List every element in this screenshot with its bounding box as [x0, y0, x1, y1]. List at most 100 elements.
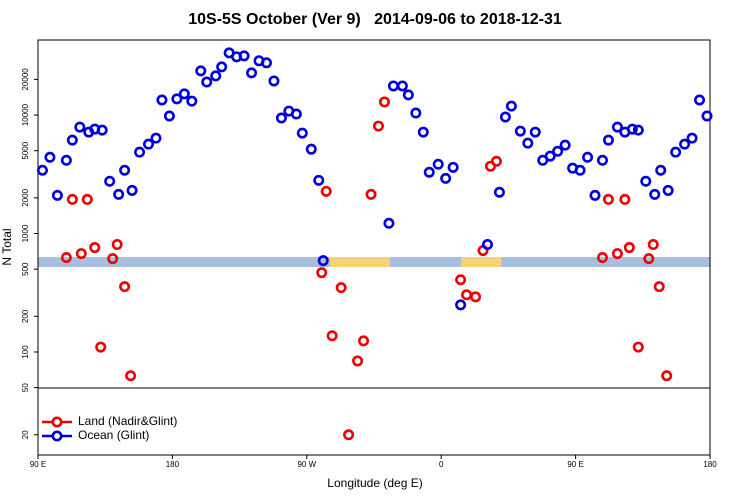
point [150, 132, 162, 144]
point [81, 193, 93, 205]
point [296, 127, 308, 139]
point [246, 67, 258, 79]
point [125, 370, 137, 382]
point [602, 193, 614, 205]
x-axis-label: Longitude (deg E) [327, 476, 422, 490]
point [626, 123, 638, 135]
point [490, 155, 502, 167]
point [186, 95, 198, 107]
y-tick-label: 500 [21, 262, 30, 276]
point [238, 50, 250, 62]
point [694, 94, 706, 106]
point [74, 121, 86, 133]
point [171, 93, 183, 105]
y-tick-label: 2000 [21, 188, 30, 206]
point [317, 255, 329, 267]
point [440, 172, 452, 184]
point [313, 174, 325, 186]
point [126, 184, 138, 196]
point [417, 126, 429, 138]
point [423, 166, 435, 178]
point [661, 370, 673, 382]
point [119, 164, 131, 176]
series [60, 96, 673, 441]
point [647, 239, 659, 251]
point [358, 335, 370, 347]
point [372, 120, 384, 132]
point [396, 80, 408, 92]
point [432, 158, 444, 170]
map-band [38, 257, 710, 267]
point [89, 242, 101, 254]
point [216, 61, 228, 73]
point [640, 175, 652, 187]
plot-frame [37, 39, 711, 456]
point [352, 355, 364, 367]
point [493, 186, 505, 198]
point [51, 189, 63, 201]
y-axis-label: N Total [0, 228, 14, 265]
point [104, 175, 116, 187]
y-tick-label: 20 [21, 430, 30, 439]
point [44, 151, 56, 163]
point [544, 150, 556, 162]
point [268, 75, 280, 87]
point [529, 126, 541, 138]
x-tick-label: 180 [703, 460, 717, 469]
point [410, 107, 422, 119]
point [60, 252, 72, 264]
point [326, 330, 338, 342]
legend-label: Ocean (Glint) [78, 428, 149, 442]
point [455, 274, 467, 286]
point [481, 239, 493, 251]
legend-marker [51, 416, 63, 428]
point [499, 111, 511, 123]
point [36, 164, 48, 176]
x-tick-label: 90 E [30, 460, 46, 469]
point [619, 193, 631, 205]
x-tick-label: 0 [439, 460, 444, 469]
y-tick-label: 5000 [21, 141, 30, 159]
point [653, 281, 665, 293]
point [335, 282, 347, 294]
point [107, 253, 119, 265]
point [378, 96, 390, 108]
chart-title: 10S-5S October (Ver 9) 2014-09-06 to 201… [188, 11, 562, 28]
point [596, 252, 608, 264]
point [514, 125, 526, 137]
point [195, 65, 207, 77]
point [60, 154, 72, 166]
point [455, 299, 467, 311]
x-tick-label: 180 [166, 460, 180, 469]
land-band [330, 257, 390, 267]
point [316, 267, 328, 279]
y-tick-label: 10000 [21, 103, 30, 126]
point [66, 193, 78, 205]
point [383, 217, 395, 229]
x-tick-label: 90 E [567, 460, 583, 469]
point [643, 253, 655, 265]
point [275, 112, 287, 124]
point [505, 100, 517, 112]
point [178, 88, 190, 100]
point [552, 145, 564, 157]
point [589, 189, 601, 201]
y-tick-label: 200 [21, 309, 30, 323]
point [365, 188, 377, 200]
point [649, 188, 661, 200]
point [210, 70, 222, 82]
point [679, 138, 691, 150]
point [119, 281, 131, 293]
point [66, 134, 78, 146]
point [113, 188, 125, 200]
point [596, 154, 608, 166]
point [290, 108, 302, 120]
point [320, 185, 332, 197]
point [402, 89, 414, 101]
point [343, 429, 355, 441]
point [602, 134, 614, 146]
point [623, 242, 635, 254]
point [111, 239, 123, 251]
point [96, 124, 108, 136]
